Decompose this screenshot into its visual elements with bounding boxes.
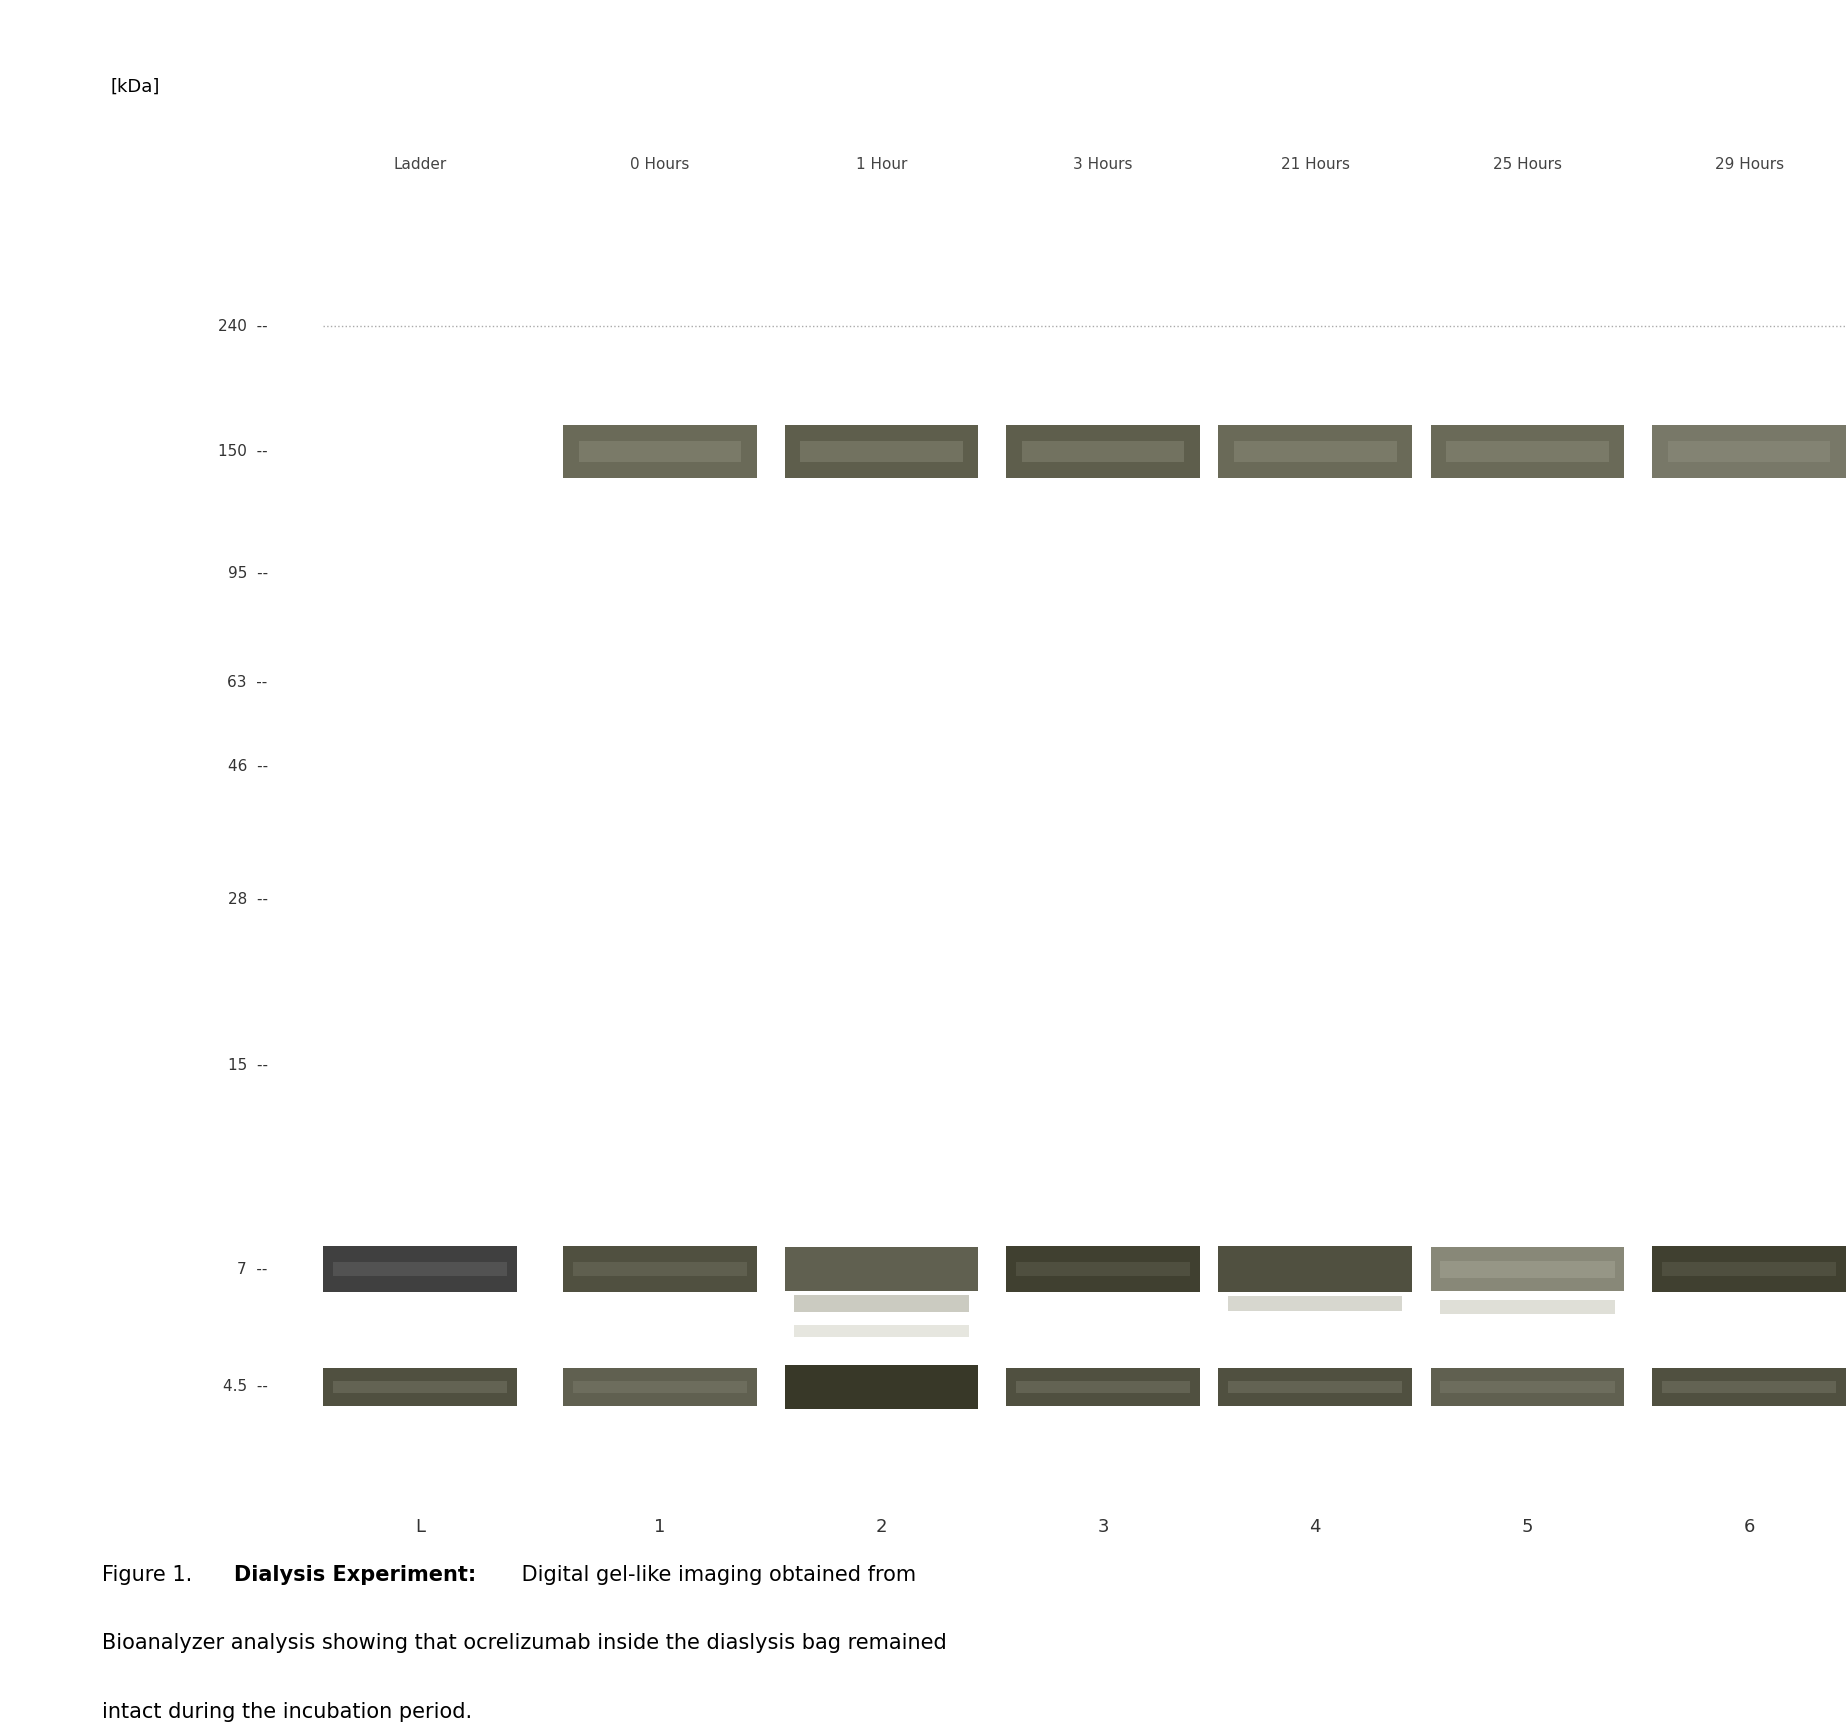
Bar [1006,1246,1200,1293]
Bar [1006,1367,1200,1407]
Text: 3: 3 [1097,1519,1109,1536]
Bar [332,1262,508,1276]
Bar [1440,1381,1615,1393]
Bar [1228,1381,1403,1393]
Text: 3 Hours: 3 Hours [1073,157,1133,173]
Text: 1 Hour: 1 Hour [857,157,906,173]
Bar [794,1294,969,1312]
Text: 4: 4 [1309,1519,1322,1536]
Bar [785,1367,978,1407]
Text: 2: 2 [875,1519,888,1536]
Text: intact during the incubation period.: intact during the incubation period. [102,1702,473,1723]
Text: Digital gel-like imaging obtained from: Digital gel-like imaging obtained from [515,1564,916,1584]
Text: L: L [415,1519,425,1536]
Text: Bioanalyzer analysis showing that ocrelizumab inside the diaslysis bag remained: Bioanalyzer analysis showing that ocreli… [102,1633,947,1654]
Bar [1218,1246,1412,1293]
Text: 240  --: 240 -- [218,319,268,333]
Bar [572,1381,748,1393]
Text: 46  --: 46 -- [227,759,268,775]
Bar [1218,425,1412,478]
Bar [1218,1367,1412,1407]
Text: 63  --: 63 -- [227,675,268,690]
Bar [1440,1260,1615,1277]
Text: 95  --: 95 -- [227,566,268,580]
Text: 150  --: 150 -- [218,444,268,459]
Text: 25 Hours: 25 Hours [1493,157,1562,173]
Bar [1431,1367,1624,1407]
Text: Ladder: Ladder [393,157,447,173]
Bar [1652,425,1846,478]
Bar [1652,1246,1846,1293]
Bar [332,1381,508,1393]
Text: 5: 5 [1521,1519,1534,1536]
Bar [785,1365,978,1408]
Bar [572,1262,748,1276]
Bar [785,1248,978,1291]
Text: 29 Hours: 29 Hours [1715,157,1783,173]
Bar [794,1381,969,1393]
Text: 15  --: 15 -- [227,1058,268,1074]
Bar [1015,1381,1191,1393]
Bar [1445,440,1610,463]
Bar [323,1367,517,1407]
Text: 1: 1 [653,1519,666,1536]
Bar [1233,440,1397,463]
Bar [563,1367,757,1407]
Bar [1440,1300,1615,1313]
Bar [1661,1381,1837,1393]
Bar [1667,440,1831,463]
Text: 4.5  --: 4.5 -- [223,1379,268,1395]
Bar [785,425,978,478]
Bar [794,1326,969,1338]
Bar [563,1246,757,1293]
Text: [kDa]: [kDa] [111,78,161,95]
Bar [1015,1262,1191,1276]
Bar [563,425,757,478]
Bar [578,440,742,463]
Bar [1228,1296,1403,1310]
Bar [1431,425,1624,478]
Bar [323,1246,517,1293]
Bar [1006,425,1200,478]
Text: Figure 1.: Figure 1. [102,1564,205,1584]
Text: 28  --: 28 -- [227,892,268,906]
Text: 7  --: 7 -- [238,1262,268,1277]
Bar [1021,440,1185,463]
Text: 21 Hours: 21 Hours [1281,157,1349,173]
Text: 6: 6 [1743,1519,1756,1536]
Bar [1661,1262,1837,1276]
Text: 0 Hours: 0 Hours [629,157,690,173]
Bar [1652,1367,1846,1407]
Bar [799,440,964,463]
Bar [1431,1248,1624,1291]
Text: Dialysis Experiment:: Dialysis Experiment: [234,1564,476,1584]
